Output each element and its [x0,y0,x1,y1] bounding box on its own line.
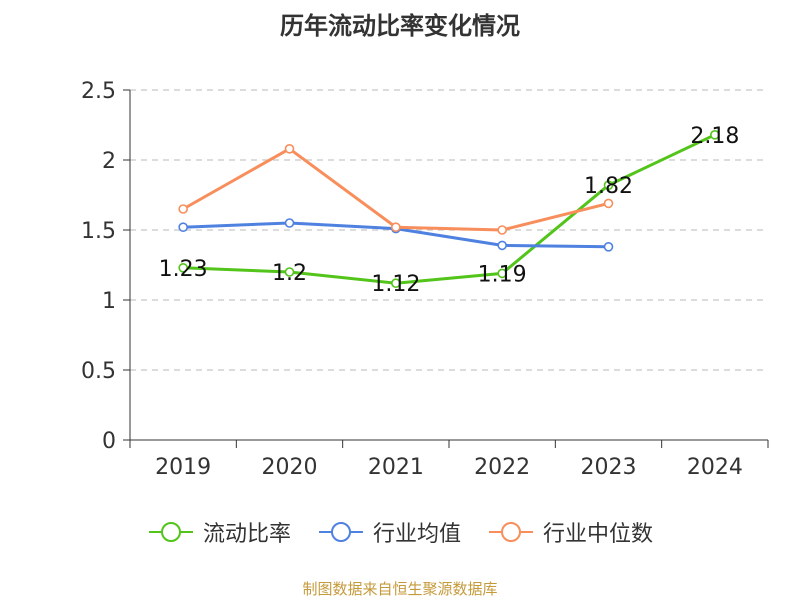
x-tick-label: 2021 [368,455,424,480]
x-tick-label: 2019 [155,455,211,480]
legend-label: 行业中位数 [543,522,654,547]
data-point [603,242,614,252]
data-point [603,180,614,190]
legend-label: 行业均值 [372,522,461,547]
legend-marker-orange-icon [489,522,533,542]
data-point [497,268,507,279]
chart-title: 历年流动比率变化情况 [280,12,520,40]
data-label: 1.2 [272,261,307,286]
data-point [391,222,401,232]
y-tick-label: 0 [102,429,116,454]
legend-item-current-ratio[interactable]: 流动比率 [147,516,291,548]
series-line [182,147,609,232]
x-tick-label: 2020 [262,455,318,480]
x-tick-label: 2024 [687,455,743,480]
x-tick-label: 2023 [581,455,637,480]
data-point [710,130,720,140]
legend-label: 流动比率 [202,522,291,547]
y-tick-label: 1 [102,289,116,314]
data-label: 1.12 [371,272,420,297]
data-point [284,144,295,154]
data-point [178,204,188,214]
data-source-note: 制图数据来自恒生聚源数据库 [302,580,498,598]
data-label: 1.23 [159,257,208,282]
data-point [497,240,507,251]
legend: 流动比率 行业均值 行业中位数 [0,516,800,548]
y-tick-label: 2.5 [81,79,116,104]
series-line [183,133,716,285]
data-point [178,262,188,273]
legend-item-industry-mean[interactable]: 行业均值 [317,516,461,548]
data-point [497,225,507,235]
data-point [391,278,401,289]
x-tick-label: 2022 [474,455,530,480]
legend-marker-green-icon [148,522,193,542]
data-point [284,218,295,228]
data-point [284,267,295,277]
y-tick-label: 2 [102,149,116,174]
y-tick-label: 0.5 [81,359,116,384]
legend-marker-blue-icon [318,522,363,542]
data-label: 1.19 [478,262,527,287]
data-label: 2.18 [690,124,739,149]
data-label: 1.82 [584,174,633,199]
data-point [178,222,188,232]
y-tick-label: 1.5 [81,219,116,244]
data-point [603,198,614,209]
legend-item-industry-median[interactable]: 行业中位数 [487,516,653,548]
